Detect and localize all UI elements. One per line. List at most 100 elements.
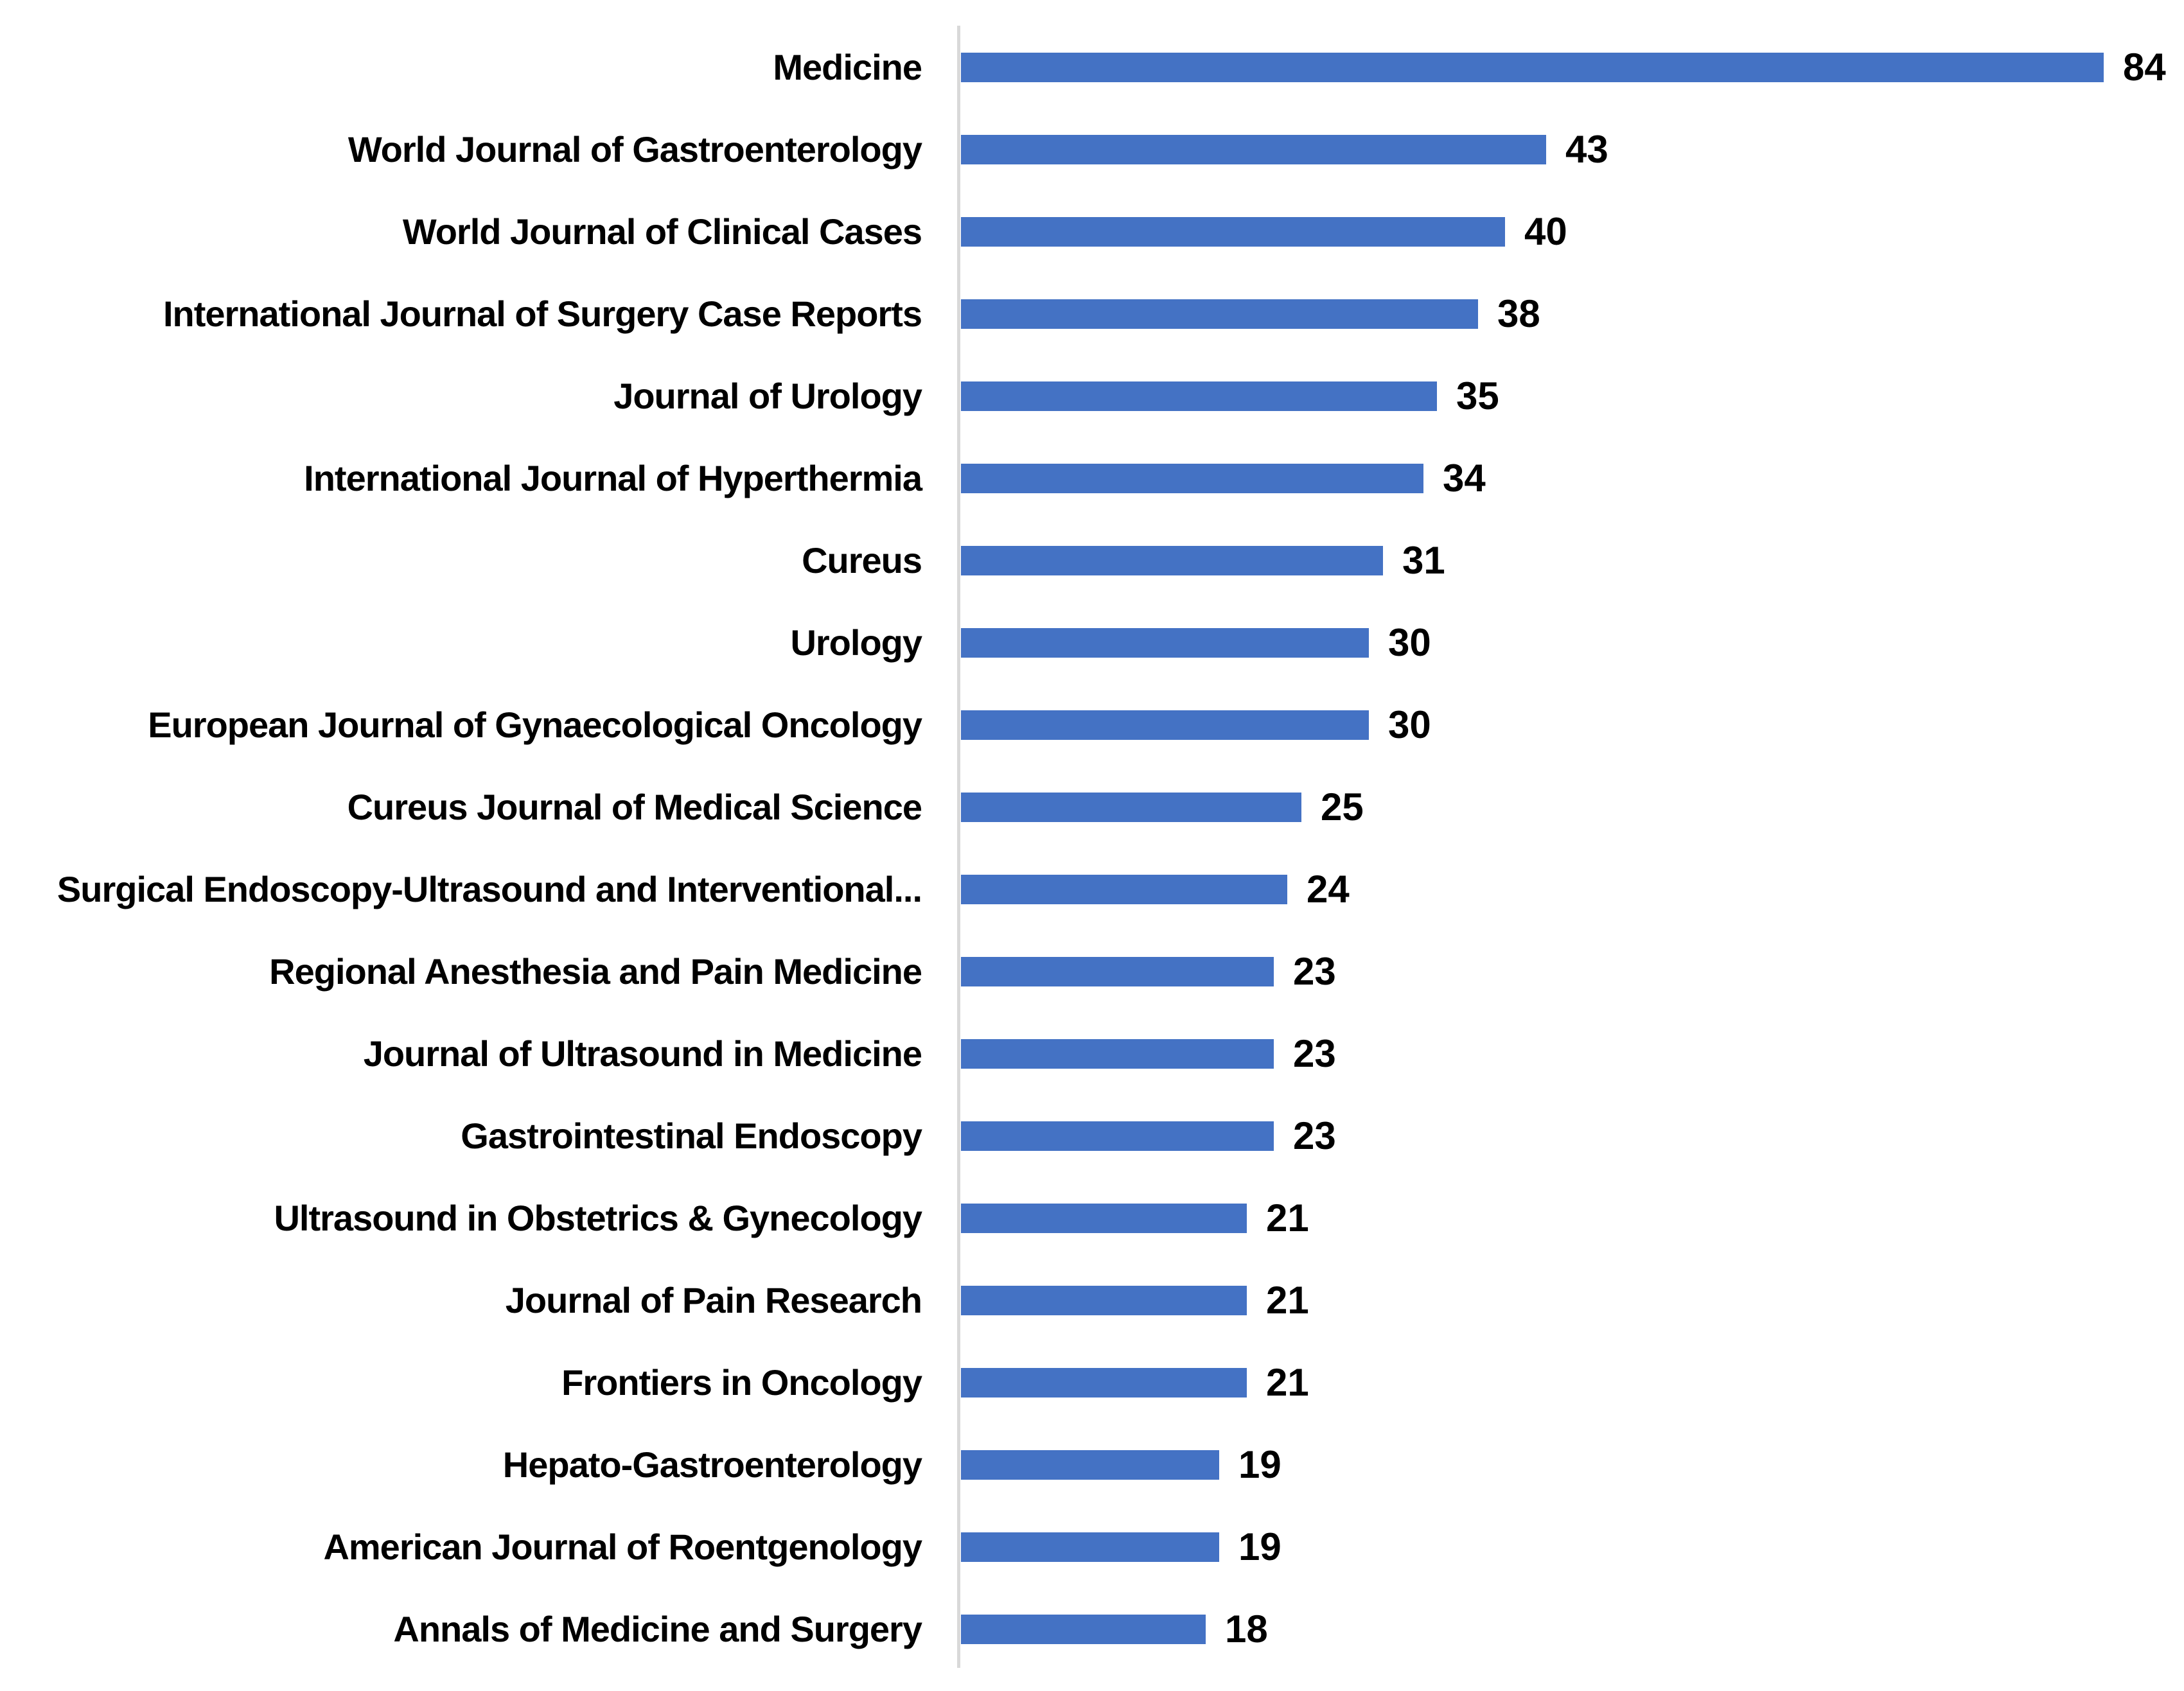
bar — [961, 628, 1369, 658]
category-label: Gastrointestinal Endoscopy — [461, 1116, 922, 1156]
bar-row: Cureus Journal of Medical Science 25 — [0, 766, 2184, 848]
bar-row: Ultrasound in Obstetrics & Gynecology 21 — [0, 1177, 2184, 1259]
bar — [961, 1615, 1206, 1644]
bar-row: Frontiers in Oncology 21 — [0, 1342, 2184, 1424]
bar-area: 19 — [922, 1424, 2184, 1506]
value-label: 30 — [1388, 621, 1431, 664]
bar — [961, 1039, 1274, 1069]
category-label: Cureus Journal of Medical Science — [347, 787, 922, 827]
bar-row: International Journal of Hyperthermia 34 — [0, 437, 2184, 520]
bar-area: 31 — [922, 520, 2184, 602]
value-label: 25 — [1321, 785, 1364, 828]
bar-area: 18 — [922, 1588, 2184, 1670]
bar — [961, 135, 1546, 164]
bar-area: 34 — [922, 437, 2184, 520]
category-axis-line — [957, 26, 960, 1668]
bar — [961, 1286, 1247, 1315]
category-label: Cureus — [802, 540, 922, 581]
bar-area: 24 — [922, 848, 2184, 931]
category-label: World Journal of Gastroenterology — [348, 129, 922, 170]
bar-area: 84 — [922, 26, 2184, 109]
bar — [961, 217, 1505, 247]
bar-area: 40 — [922, 191, 2184, 273]
category-label: Surgical Endoscopy-Ultrasound and Interv… — [57, 869, 922, 909]
bar-area: 23 — [922, 1013, 2184, 1095]
value-label: 18 — [1225, 1608, 1268, 1651]
category-label: American Journal of Roentgenology — [323, 1527, 922, 1567]
bar-row: Journal of Urology 35 — [0, 355, 2184, 437]
value-label: 43 — [1565, 128, 1608, 171]
value-label: 84 — [2123, 46, 2166, 89]
value-label: 30 — [1388, 703, 1431, 746]
chart-rows: Medicine 84 World Journal of Gastroenter… — [0, 26, 2184, 1670]
bar-area: 21 — [922, 1177, 2184, 1259]
bar-row: Urology 30 — [0, 602, 2184, 684]
bar-row: World Journal of Clinical Cases 40 — [0, 191, 2184, 273]
category-label: International Journal of Hyperthermia — [304, 458, 922, 498]
bar-row: Surgical Endoscopy-Ultrasound and Interv… — [0, 848, 2184, 931]
bar-row: Hepato-Gastroenterology 19 — [0, 1424, 2184, 1506]
bar-row: Medicine 84 — [0, 26, 2184, 109]
value-label: 24 — [1307, 868, 1350, 911]
bar — [961, 793, 1301, 822]
value-label: 23 — [1293, 1032, 1336, 1075]
bar-area: 38 — [922, 273, 2184, 355]
category-label: International Journal of Surgery Case Re… — [163, 294, 922, 334]
bar-row: Gastrointestinal Endoscopy 23 — [0, 1095, 2184, 1177]
bar — [961, 1450, 1219, 1480]
value-label: 21 — [1266, 1196, 1309, 1240]
bar — [961, 546, 1383, 575]
category-label: Ultrasound in Obstetrics & Gynecology — [274, 1198, 922, 1238]
category-label: European Journal of Gynaecological Oncol… — [148, 705, 922, 745]
bar — [961, 1204, 1247, 1233]
value-label: 34 — [1443, 457, 1486, 500]
value-label: 19 — [1238, 1443, 1281, 1486]
bar-area: 23 — [922, 931, 2184, 1013]
bar-area: 43 — [922, 109, 2184, 191]
bar-area: 30 — [922, 684, 2184, 766]
bar — [961, 710, 1369, 740]
category-label: Journal of Ultrasound in Medicine — [363, 1033, 922, 1074]
bar — [961, 1368, 1247, 1397]
bar — [961, 381, 1437, 411]
category-label: Urology — [790, 622, 922, 663]
bar-row: Journal of Ultrasound in Medicine 23 — [0, 1013, 2184, 1095]
bar-row: Journal of Pain Research 21 — [0, 1259, 2184, 1342]
bar-row: World Journal of Gastroenterology 43 — [0, 109, 2184, 191]
bar-row: Regional Anesthesia and Pain Medicine 23 — [0, 931, 2184, 1013]
bar — [961, 464, 1423, 493]
category-label: Medicine — [773, 47, 922, 87]
bar — [961, 957, 1274, 986]
category-label: Regional Anesthesia and Pain Medicine — [269, 951, 922, 992]
bar-area: 21 — [922, 1259, 2184, 1342]
value-label: 35 — [1456, 374, 1499, 417]
category-label: Annals of Medicine and Surgery — [393, 1609, 922, 1649]
bar — [961, 1121, 1274, 1151]
bar-row: American Journal of Roentgenology 19 — [0, 1506, 2184, 1588]
value-label: 19 — [1238, 1525, 1281, 1568]
bar-row: Cureus 31 — [0, 520, 2184, 602]
bar — [961, 1532, 1219, 1562]
value-label: 23 — [1293, 1114, 1336, 1157]
bar — [961, 299, 1478, 329]
bar-area: 30 — [922, 602, 2184, 684]
category-label: Journal of Urology — [613, 376, 922, 416]
category-label: Frontiers in Oncology — [561, 1362, 922, 1403]
bar-area: 35 — [922, 355, 2184, 437]
bar — [961, 53, 2104, 82]
bar-row: Annals of Medicine and Surgery 18 — [0, 1588, 2184, 1670]
bar-area: 19 — [922, 1506, 2184, 1588]
category-label: World Journal of Clinical Cases — [402, 211, 922, 252]
bar-area: 25 — [922, 766, 2184, 848]
bar-row: European Journal of Gynaecological Oncol… — [0, 684, 2184, 766]
value-label: 38 — [1497, 292, 1540, 335]
value-label: 31 — [1402, 539, 1445, 582]
bar-area: 21 — [922, 1342, 2184, 1424]
value-label: 23 — [1293, 950, 1336, 993]
category-label: Hepato-Gastroenterology — [502, 1444, 922, 1485]
value-label: 40 — [1524, 210, 1567, 253]
value-label: 21 — [1266, 1361, 1309, 1404]
bar-area: 23 — [922, 1095, 2184, 1177]
category-label: Journal of Pain Research — [505, 1280, 922, 1320]
